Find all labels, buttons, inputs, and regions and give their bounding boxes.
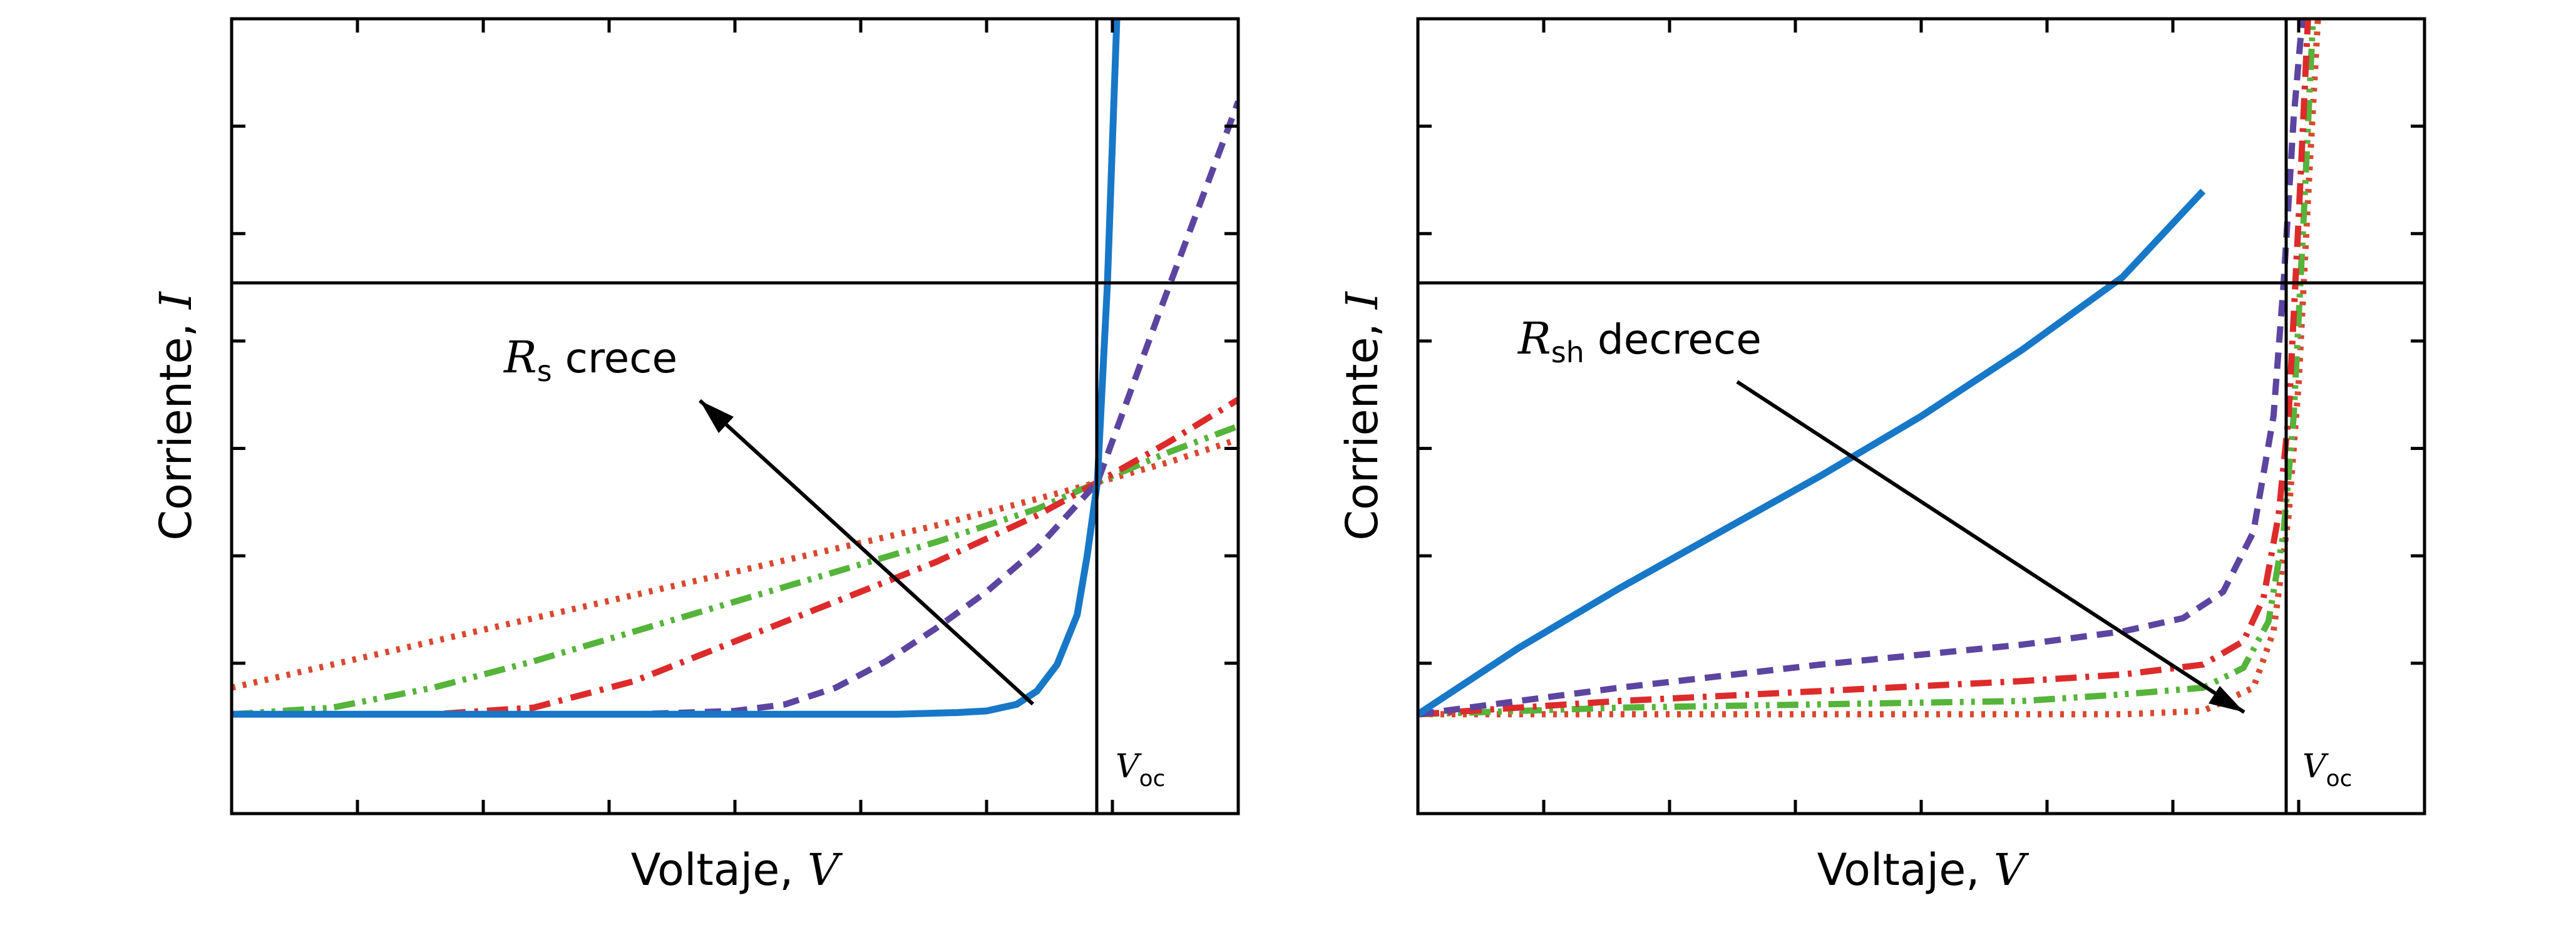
left-ticks (232, 19, 1238, 814)
right-voc-sub: oc (2326, 766, 2353, 792)
right-rsh-arrow (1736, 380, 2245, 714)
left-ylabel-text: Corriente, (150, 309, 202, 541)
right-annotation: Rsh decrece (1517, 313, 1762, 369)
left-xlabel-var: V (808, 844, 843, 896)
right-annotation-var: R (1517, 313, 1551, 364)
left-voc-var: V (1116, 748, 1142, 785)
right-ticks (1418, 19, 2425, 814)
right-x-axis-label: Voltaje, V (1817, 844, 2029, 896)
right-voc-var: V (2302, 748, 2329, 785)
left-voc-sub: oc (1139, 766, 1166, 792)
left-series-dashdotdot (232, 423, 1238, 718)
left-annotation: Rs crece (503, 332, 677, 388)
right-series-dashdotdot (1418, 19, 2316, 718)
left-annotation-var: R (503, 332, 537, 383)
left-annotation-sub: s (537, 354, 552, 388)
right-ylabel-text: Corriente, (1337, 309, 1388, 541)
right-panel: Rsh decrece Voc Voltaje, V Corriente, I (1337, 17, 2426, 896)
left-annotation-text: crece (552, 334, 677, 382)
left-series-solid (232, 19, 1121, 718)
right-series-solid (1418, 188, 2206, 717)
left-y-axis-label: Corriente, I (150, 291, 202, 541)
left-plot-frame (230, 17, 1240, 815)
left-rs-arrowhead (700, 401, 734, 433)
left-series-dashed (232, 100, 1238, 718)
right-y-axis-label: Corriente, I (1337, 291, 1388, 541)
right-series-dashdot (1418, 19, 2311, 718)
left-ylabel-var: I (150, 291, 202, 310)
right-annotation-text: decrece (1584, 315, 1762, 364)
right-rsh-arrowhead (2209, 686, 2244, 712)
right-voc-label: Voc (2302, 748, 2352, 792)
right-annotation-sub: sh (1551, 335, 1584, 369)
left-voc-label: Voc (1116, 748, 1165, 792)
left-x-axis-label: Voltaje, V (631, 844, 843, 896)
right-xlabel-var: V (1994, 844, 2029, 896)
left-series-dotted (232, 436, 1238, 691)
left-panel: Rs crece Voc Voltaje, V Corriente, I (150, 17, 1240, 896)
left-rs-arrow (698, 399, 1035, 706)
left-series-group (232, 19, 1238, 718)
right-xlabel-text: Voltaje, (1817, 844, 1994, 896)
right-ylabel-var: I (1337, 291, 1388, 310)
left-xlabel-text: Voltaje, (631, 844, 808, 896)
